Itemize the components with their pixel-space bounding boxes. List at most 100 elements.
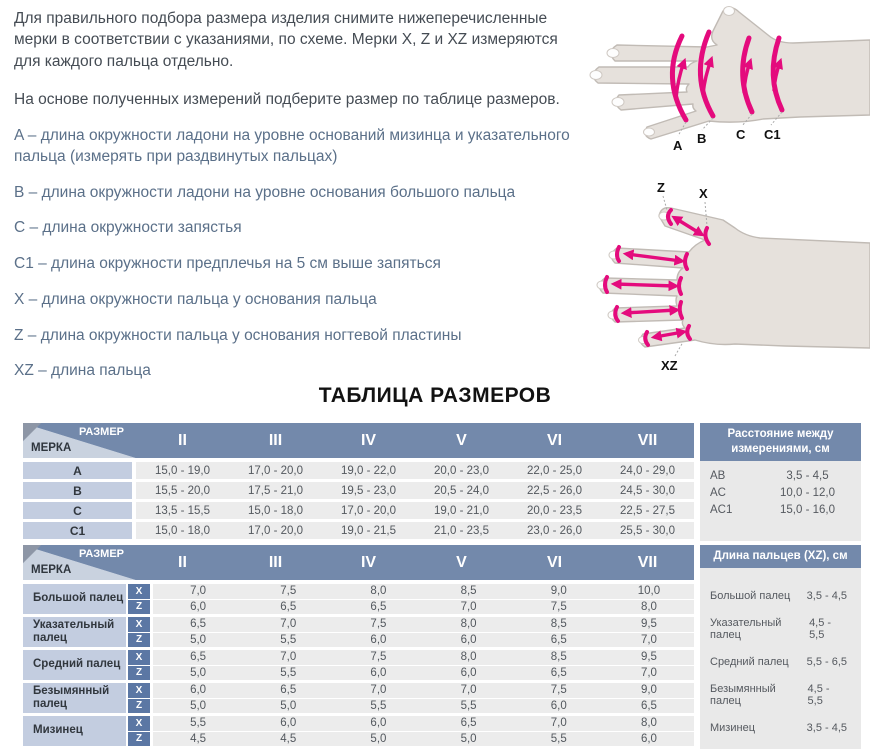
intro-section: Для правильного подбора размера изделия … [14,8,586,128]
size-column-header: II [178,431,187,449]
hand-silhouette [598,206,870,349]
z-badge: Z [128,665,150,680]
table-body: Большой палец X Z 7,0 7,5 8,0 8,5 9,0 10,0 6,0 6,5… [23,584,694,746]
table-cell: 6,5 [370,600,387,613]
definition-a: A – длина окружности ладони на уровне ос… [14,127,570,165]
finger-name: Большой палец [23,584,126,614]
size-column-header: VI [546,553,563,571]
xz-arrow [650,327,688,342]
finger-name: Мизинец [23,716,126,746]
table-cell: 6,0 [280,717,297,730]
panel-row-value: 3,5 - 4,5 [806,589,847,602]
group-data: 6,0 6,5 7,0 7,0 7,5 9,0 5,0 5,0 5,5 5,5 6,0 6,5 [153,683,694,713]
corner-cell: РАЗМЕР МЕРКА [23,545,136,580]
table-cell: 4,5 [190,732,207,745]
corner-measure-label: МЕРКА [31,442,72,454]
table-cell: 7,5 [280,585,297,598]
row-data: 15,0 - 18,0 17,0 - 20,0 19,0 - 21,5 21,0 - … [136,522,694,539]
corner-size-label: РАЗМЕР [78,426,124,438]
size-columns: II III IV V VI VII [136,545,694,580]
panel-row: AC 10,0 - 12,0 [710,487,853,499]
row-label: A [23,462,132,479]
distance-panel-header: Расстояние между измерениями, см [700,423,861,461]
size-column-header: IV [360,553,377,571]
size-column-header: VI [546,431,563,449]
table-cell: 22,5 - 26,0 [527,484,582,497]
table-cell: 10,0 [637,585,661,598]
table-body: A 15,0 - 19,0 17,0 - 20,0 19,0 - 22,0 20,0 -… [23,462,694,539]
hand-finger-diagram: Z X XZ [585,168,870,383]
panel-row-value: 10,0 - 12,0 [780,486,835,499]
measure-arc-c [740,35,755,115]
panel-row: Указательный палец 4,5 - 5,5 [710,617,853,641]
label-b: B [697,131,706,146]
panel-row-label: Безымянный палец [710,682,776,707]
table-cell: 6,0 [370,633,387,646]
data-row: 5,5 6,0 6,0 6,5 7,0 8,0 [153,716,694,731]
table-cell: 5,5 [460,699,477,712]
table-cell: 7,5 [370,618,387,631]
finger-length-panel-body: Большой палец 3,5 - 4,5 Указательный палец… [700,567,861,749]
z-badge: Z [128,632,150,647]
leader-line [770,111,783,126]
z-badge: Z [128,731,150,746]
table-cell: 19,0 - 22,0 [341,464,396,477]
hand-silhouette [592,7,870,140]
table-cell: 24,5 - 30,0 [620,484,675,497]
x-tick [677,300,684,320]
definition-c1: C1 – длина окружности предплечья на 5 см… [14,255,441,273]
table-cell: 7,5 [370,651,387,664]
main-size-table: РАЗМЕР МЕРКА II III IV V VI VII A 15,0 - 19,0 1… [23,423,694,542]
x-tick [703,226,711,246]
table-cell: 5,0 [190,666,207,679]
table-cell: 8,0 [460,651,477,664]
table-cell: 15,0 - 19,0 [155,464,210,477]
table-cell: 20,0 - 23,0 [434,464,489,477]
measure-arrow-c1 [772,57,783,92]
distance-panel-body: AB 3,5 - 4,5 AC 10,0 - 12,0 AC1 15,0 - 16,0 [700,460,861,541]
finger-group: Безымянный палец X Z 6,0 6,5 7,0 7,0 7,5 9,0 5,0 5… [23,683,694,713]
finger-length-panel-header: Длина пальцев (XZ), см [700,545,861,568]
label-x: X [699,186,708,201]
group-data: 5,5 6,0 6,0 6,5 7,0 8,0 4,5 4,5 5,0 5,0 5,5 6,0 [153,716,694,746]
table-cell: 6,0 [190,600,207,613]
leader-line [662,195,668,211]
data-row: 6,5 7,0 7,5 8,0 8,5 9,5 [153,650,694,665]
table-header: РАЗМЕР МЕРКА II III IV V VI VII [23,545,694,580]
group-data: 7,0 7,5 8,0 8,5 9,0 10,0 6,0 6,5 6,5 7,0 7,5 8,0 [153,584,694,614]
size-column-header: II [178,553,187,571]
table-cell: 7,0 [280,618,297,631]
leader-line [701,117,714,131]
table-cell: 9,0 [550,585,567,598]
table-cell: 7,0 [460,684,477,697]
table-cell: 17,0 - 20,0 [248,524,303,537]
panel-row-value: 5,5 - 6,5 [806,655,847,668]
x-badge: X [128,617,150,632]
panel-row: Безымянный палец 4,5 - 5,5 [710,683,853,707]
table-row: C1 15,0 - 18,0 17,0 - 20,0 19,0 - 21,5 21,0 … [23,522,694,539]
nail [606,48,620,58]
panel-row: AB 3,5 - 4,5 [710,470,853,482]
hand-circumference-svg: A B C C1 [589,6,870,153]
table-cell: 9,5 [640,618,657,631]
finger-group: Мизинец X Z 5,5 6,0 6,0 6,5 7,0 8,0 4,5 4,5 5,0 5,0 5… [23,716,694,746]
panel-row: Средний палец 5,5 - 6,5 [710,656,853,668]
table-cell: 6,5 [640,699,657,712]
table-cell: 13,5 - 15,5 [155,504,210,517]
size-table-title: ТАБЛИЦА РАЗМЕРОВ [318,384,552,407]
group-data: 6,5 7,0 7,5 8,0 8,5 9,5 5,0 5,5 6,0 6,0 6,5 7,0 [153,617,694,647]
data-row: 6,0 6,5 7,0 7,0 7,5 9,0 [153,683,694,698]
table-cell: 7,0 [640,633,657,646]
table-cell: 5,0 [460,732,477,745]
row-label: B [23,482,132,499]
intro-paragraph-1: Для правильного подбора размера изделия … [14,10,558,70]
data-row: 4,5 4,5 5,0 5,0 5,5 6,0 [153,731,694,746]
finger-group: Указательный палец X Z 6,5 7,0 7,5 8,0 8,5 9,5 5,… [23,617,694,647]
table-cell: 15,0 - 18,0 [155,524,210,537]
panel-row-label: AC1 [710,503,733,516]
table-cell: 8,0 [370,585,387,598]
nail [611,97,625,107]
